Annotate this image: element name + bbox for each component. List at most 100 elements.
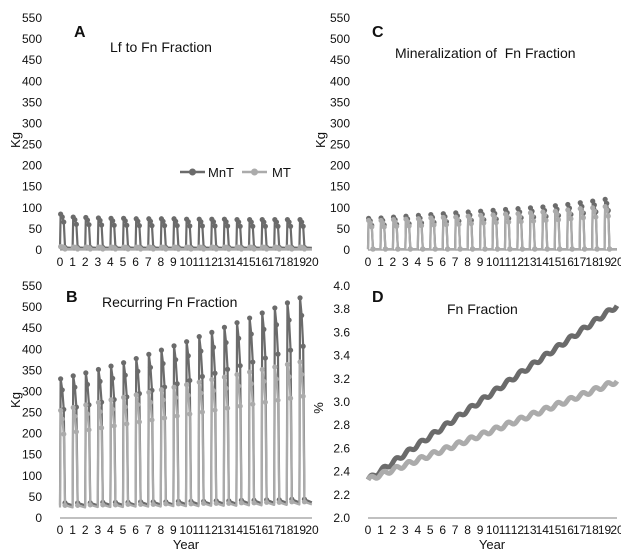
x-tick-label: 20 <box>305 255 319 269</box>
x-tick-label: 10 <box>486 523 500 537</box>
x-tick-label: 19 <box>598 255 612 269</box>
x-tick-label: 13 <box>523 523 537 537</box>
y-tick-label: 400 <box>22 74 42 88</box>
x-tick-label: 14 <box>230 523 244 537</box>
y-tick-label: 350 <box>22 95 42 109</box>
x-tick-label: 7 <box>145 255 152 269</box>
y-tick-label: 400 <box>330 74 350 88</box>
y-tick-label: 250 <box>22 406 42 420</box>
x-tick-label: 5 <box>120 523 127 537</box>
panel-b-ylabel: Kg <box>8 392 23 408</box>
y-tick-label: 2.0 <box>333 511 350 525</box>
x-tick-label: 20 <box>610 255 621 269</box>
x-tick-label: 7 <box>452 523 459 537</box>
y-tick-label: 550 <box>22 279 42 293</box>
x-tick-label: 0 <box>57 523 64 537</box>
x-tick-label: 15 <box>242 523 256 537</box>
y-tick-label: 50 <box>29 222 43 236</box>
y-tick-label: 300 <box>22 384 42 398</box>
y-tick-label: 2.8 <box>333 418 350 432</box>
series-line-mt <box>366 205 617 251</box>
x-tick-label: 6 <box>439 523 446 537</box>
legend-mnt-label: MnT <box>208 165 234 180</box>
y-tick-label: 500 <box>330 32 350 46</box>
x-tick-label: 14 <box>536 255 550 269</box>
x-tick-label: 16 <box>561 523 575 537</box>
x-tick-label: 3 <box>402 523 409 537</box>
x-tick-label: 4 <box>107 523 114 537</box>
x-tick-label: 17 <box>573 523 587 537</box>
series-line-mt <box>58 245 312 251</box>
panel-c-title: Mineralization of Fn Fraction <box>395 45 576 61</box>
x-tick-label: 0 <box>365 255 372 269</box>
x-tick-label: 8 <box>464 255 471 269</box>
x-tick-label: 4 <box>414 523 421 537</box>
legend-mt-marker <box>251 168 258 176</box>
panel-c: C Mineralization of Fn Fraction Kg <box>313 24 576 148</box>
panel-b-xlabel: Year <box>173 537 200 552</box>
x-tick-label: 19 <box>598 523 612 537</box>
y-tick-label: 300 <box>22 116 42 130</box>
x-tick-label: 4 <box>107 255 114 269</box>
y-tick-label: 0 <box>35 511 42 525</box>
x-tick-label: 3 <box>402 255 409 269</box>
series-line-mnt <box>58 213 312 249</box>
x-tick-label: 9 <box>477 255 484 269</box>
x-tick-label: 6 <box>439 255 446 269</box>
x-tick-label: 2 <box>390 255 397 269</box>
y-tick-label: 350 <box>330 95 350 109</box>
panel-a: A Lf to Fn Fraction Kg MnT MT <box>8 24 291 180</box>
x-tick-label: 10 <box>179 255 193 269</box>
y-tick-label: 500 <box>22 32 42 46</box>
y-tick-label: 100 <box>22 201 42 215</box>
y-tick-label: 2.2 <box>333 488 350 502</box>
x-tick-label: 8 <box>464 523 471 537</box>
x-tick-label: 11 <box>192 523 205 537</box>
y-tick-label: 3.8 <box>333 302 350 316</box>
x-tick-label: 3 <box>94 523 101 537</box>
y-tick-label: 500 <box>22 300 42 314</box>
panel-c-ylabel: Kg <box>313 132 328 148</box>
panel-d: D Fn Fraction % Year <box>311 289 518 552</box>
x-tick-label: 6 <box>132 523 139 537</box>
y-tick-label: 3.4 <box>333 349 350 363</box>
series-line-mnt <box>365 304 620 482</box>
x-tick-label: 11 <box>499 523 512 537</box>
x-tick-label: 3 <box>94 255 101 269</box>
x-tick-label: 8 <box>157 255 164 269</box>
x-tick-label: 2 <box>82 255 89 269</box>
panel-a-ylabel: Kg <box>8 132 23 148</box>
y-tick-label: 150 <box>22 180 42 194</box>
x-tick-label: 5 <box>427 255 434 269</box>
x-tick-label: 12 <box>205 255 219 269</box>
x-tick-label: 16 <box>255 255 269 269</box>
x-tick-label: 12 <box>511 255 525 269</box>
y-tick-label: 150 <box>22 448 42 462</box>
x-tick-label: 16 <box>561 255 575 269</box>
x-tick-label: 18 <box>280 523 294 537</box>
x-tick-label: 0 <box>57 255 64 269</box>
x-tick-label: 7 <box>145 523 152 537</box>
x-tick-label: 9 <box>477 523 484 537</box>
x-tick-label: 15 <box>548 523 562 537</box>
x-tick-label: 18 <box>585 523 599 537</box>
x-tick-label: 9 <box>170 255 177 269</box>
y-tick-label: 250 <box>22 138 42 152</box>
panel-b-letter: B <box>66 289 78 306</box>
x-tick-label: 14 <box>230 255 244 269</box>
x-tick-label: 17 <box>268 523 282 537</box>
x-tick-label: 13 <box>217 523 231 537</box>
series-line-mt <box>58 360 313 509</box>
panel-b: B Recurring Fn Fraction Kg Year <box>8 289 237 552</box>
x-tick-label: 19 <box>293 523 307 537</box>
series-line-mt <box>365 379 620 482</box>
panel-a-legend: MnT MT <box>180 165 291 180</box>
x-tick-label: 20 <box>610 523 621 537</box>
x-tick-label: 19 <box>293 255 307 269</box>
x-tick-label: 20 <box>305 523 319 537</box>
x-tick-label: 18 <box>585 255 599 269</box>
